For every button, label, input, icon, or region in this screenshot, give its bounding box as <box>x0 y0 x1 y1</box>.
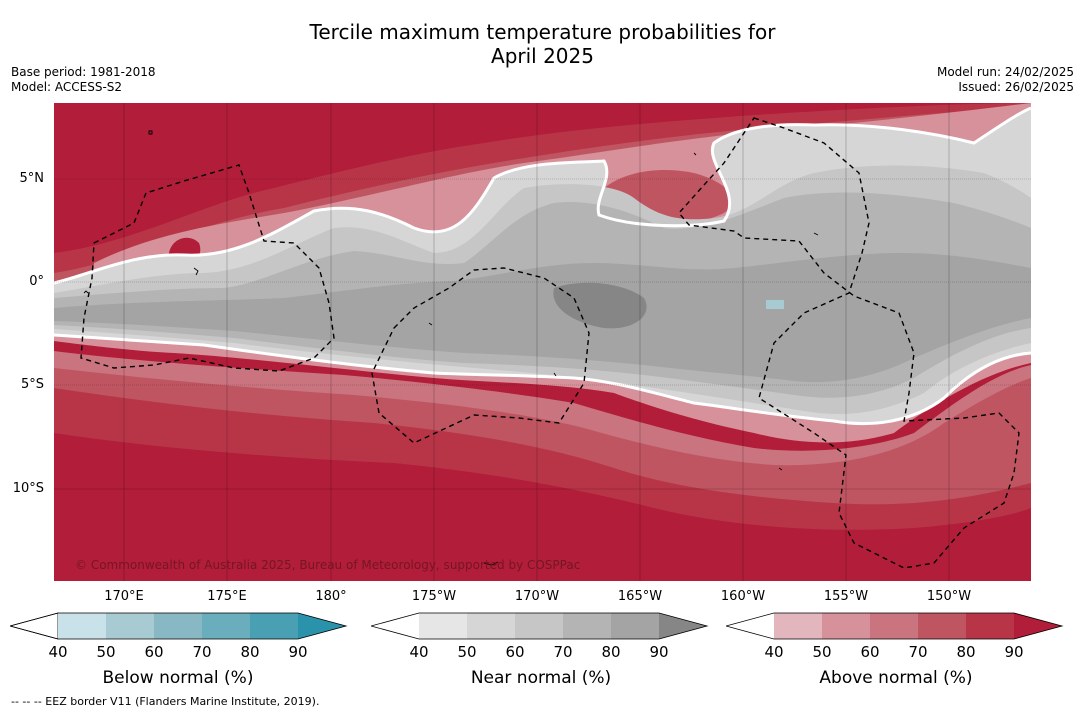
title-line-1: Tercile maximum temperature probabilitie… <box>309 20 776 44</box>
cbar-near-70-80 <box>563 613 611 639</box>
cbar-above-60-70 <box>870 613 918 639</box>
cbar-near-tick: 80 <box>601 643 621 661</box>
map-title: Tercile maximum temperature probabilitie… <box>0 20 1085 68</box>
eez-borders <box>80 117 1020 569</box>
model-name: Model: ACCESS-S2 <box>11 80 123 94</box>
colorbar-near-normal <box>371 612 709 640</box>
cbar-near-50-60 <box>467 613 515 639</box>
lon-label-150w: 150°W <box>926 589 972 604</box>
island-outline <box>483 561 499 566</box>
island-outline <box>148 130 153 135</box>
island-outline <box>428 322 433 326</box>
cbar-below-tick: 90 <box>288 643 308 661</box>
colorbar-above-normal <box>726 612 1064 640</box>
island-outlines <box>83 130 819 566</box>
cbar-below-50-60 <box>106 613 154 639</box>
lon-label-175e: 175°E <box>207 589 247 604</box>
cbar-below-tick: 50 <box>96 643 116 661</box>
island-outline <box>193 267 199 276</box>
cbar-below-under <box>10 612 59 640</box>
island-outline <box>553 372 557 377</box>
cbar-near-tick: 90 <box>649 643 669 661</box>
copyright-notice: © Commonwealth of Australia 2025, Bureau… <box>75 558 581 572</box>
lon-label-180: 180° <box>315 589 347 604</box>
gridlines <box>54 103 1031 581</box>
island-outline <box>83 290 89 294</box>
island-outline <box>778 467 783 471</box>
eez-border-line <box>678 117 1020 569</box>
lat-label-5s: 5°S <box>20 377 44 392</box>
cbar-above-tick: 50 <box>812 643 832 661</box>
eez-footnote: -- -- -- EEZ border V11 (Flanders Marine… <box>11 695 320 708</box>
lon-label-155w: 155°W <box>823 589 869 604</box>
cbar-below-tick: 70 <box>192 643 212 661</box>
near-80-band <box>54 253 1031 383</box>
model-run: Model run: 24/02/2025 <box>936 65 1074 79</box>
tercile-boundary-south <box>54 333 1031 426</box>
cbar-above-80-90 <box>966 613 1014 639</box>
tercile-boundary-north <box>54 106 1031 285</box>
cbar-above-70-80 <box>918 613 966 639</box>
title-line-2: April 2025 <box>491 44 594 68</box>
cbar-below-tick: 60 <box>144 643 164 661</box>
cbar-below-tick: 80 <box>240 643 260 661</box>
base-period: Base period: 1981-2018 <box>11 65 156 79</box>
cbar-above-under <box>726 613 774 639</box>
cbar-above-40-50 <box>774 613 822 639</box>
meta-right: Model run: 24/02/2025 Issued: 26/02/2025 <box>937 65 1074 95</box>
meta-left: Base period: 1981-2018 Model: ACCESS-S2 <box>11 65 156 95</box>
below-normal-patch <box>766 300 784 309</box>
cbar-below-40-50 <box>58 613 106 639</box>
cbar-near-tick: 60 <box>505 643 525 661</box>
cbar-below-over <box>298 613 346 639</box>
cbar-below-60-70 <box>154 613 202 639</box>
cbar-near-60-70 <box>515 613 563 639</box>
cbar-near-40-50 <box>419 613 467 639</box>
near-90-blob <box>553 282 647 329</box>
eez-border-phoenix <box>371 267 590 444</box>
lat-label-10s: 10°S <box>12 481 44 496</box>
eez-border-kiribati-gilberts <box>80 164 335 372</box>
island-outline <box>813 232 819 236</box>
cbar-above-tick: 60 <box>860 643 880 661</box>
lat-label-0: 0° <box>29 274 44 289</box>
lon-label-160w: 160°W <box>720 589 766 604</box>
lat-label-5n: 5°N <box>19 171 45 186</box>
cbar-above-outline <box>726 612 1064 640</box>
lon-label-170w: 170°W <box>514 589 560 604</box>
cbar-near-under <box>371 613 419 639</box>
cbar-below-80-90 <box>250 613 298 639</box>
cbar-below-70-80 <box>202 613 250 639</box>
island-outline <box>693 152 697 156</box>
cbar-below-tick: 40 <box>48 643 68 661</box>
probability-map <box>54 103 1031 581</box>
cbar-near-80-90 <box>611 613 659 639</box>
cbar-above-title: Above normal (%) <box>819 668 973 688</box>
colorbar-below-normal <box>10 612 348 640</box>
cbar-near-outline <box>371 612 709 640</box>
cbar-above-tick: 80 <box>956 643 976 661</box>
cbar-near-tick: 40 <box>409 643 429 661</box>
above-90-south <box>54 433 1031 581</box>
cbar-near-over <box>659 613 707 639</box>
issued-date: Issued: 26/02/2025 <box>958 80 1074 94</box>
cbar-above-over <box>1014 613 1062 639</box>
lon-label-165w: 165°W <box>617 589 663 604</box>
cbar-below-title: Below normal (%) <box>102 668 254 688</box>
cbar-above-tick: 40 <box>764 643 784 661</box>
cbar-below-outline <box>10 612 348 640</box>
cbar-above-50-60 <box>822 613 870 639</box>
lon-label-175w: 175°W <box>411 589 457 604</box>
cbar-near-title: Near normal (%) <box>470 668 612 688</box>
cbar-above-tick: 90 <box>1004 643 1024 661</box>
cbar-above-tick: 70 <box>908 643 928 661</box>
cbar-near-tick: 70 <box>553 643 573 661</box>
cbar-near-tick: 50 <box>457 643 477 661</box>
lon-label-170e: 170°E <box>104 589 144 604</box>
